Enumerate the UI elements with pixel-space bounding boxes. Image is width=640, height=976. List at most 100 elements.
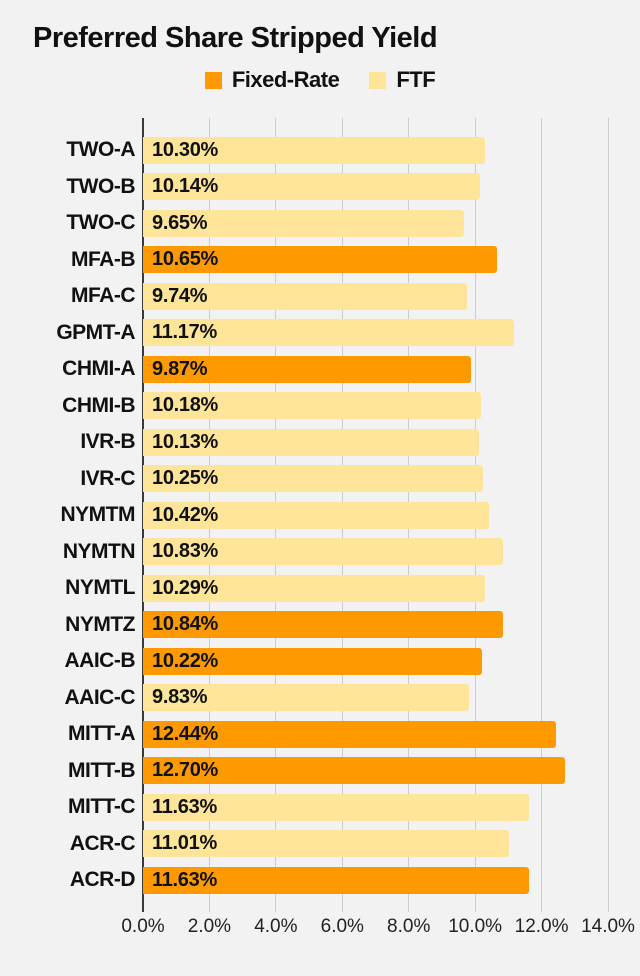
bar-row: AAIC-B 10.22% (0, 643, 640, 680)
gridline (541, 118, 543, 912)
bar-row: NYMTN 10.83% (0, 534, 640, 571)
category-label: AAIC-B (64, 649, 136, 673)
gridline (607, 118, 609, 912)
legend-swatch-fixed-rate-icon (204, 71, 222, 89)
bar-row: ACR-D 11.63% (0, 862, 640, 899)
bar-ftf: 10.13% (143, 428, 480, 456)
x-tick-label: 4.0% (254, 916, 298, 937)
category-label: AAIC-C (64, 685, 136, 709)
category-label: TWO-B (66, 174, 135, 198)
legend-item-fixed-rate: Fixed-Rate (204, 67, 340, 93)
bar-value-label: 11.63% (152, 868, 217, 891)
bar-value-label: 10.29% (152, 576, 219, 599)
bar-row: NYMTZ 10.84% (0, 607, 640, 644)
bar-row: TWO-B 10.14% (0, 169, 640, 206)
category-label: NYMTZ (65, 612, 135, 636)
bar-value-label: 10.14% (152, 175, 219, 197)
bar-row: ACR-C 11.01% (0, 826, 640, 863)
x-tick-label: 0.0% (121, 916, 165, 937)
bar-value-label: 9.74% (152, 284, 208, 307)
bar-ftf: 10.25% (143, 465, 484, 492)
bar-value-label: 10.42% (152, 503, 219, 526)
category-label: MFA-B (71, 247, 136, 271)
bar-ftf: 10.14% (143, 173, 480, 200)
x-tick-label: 10.0% (448, 916, 503, 937)
category-label: TWO-A (66, 138, 135, 162)
bar-ftf: 10.18% (143, 392, 482, 419)
bar-ftf: 9.65% (143, 209, 464, 237)
x-tick-label: 12.0% (514, 916, 569, 937)
legend-swatch-ftf-icon (369, 71, 387, 89)
bar-value-label: 9.87% (152, 357, 208, 380)
x-tick-label: 8.0% (387, 916, 431, 937)
bar-ftf: 11.17% (143, 319, 514, 346)
bar-row: AAIC-C 9.83% (0, 680, 640, 717)
bar-value-label: 10.83% (152, 540, 219, 562)
bar-row: NYMTL 10.29% (0, 570, 640, 607)
bar-value-label: 12.70% (152, 759, 219, 781)
category-label: ACR-D (69, 868, 136, 892)
bar-fixed-rate: 10.22% (143, 647, 483, 675)
legend-label-fixed-rate: Fixed-Rate (231, 67, 340, 92)
bar-ftf: 11.63% (143, 793, 530, 821)
bar-row: NYMTM 10.42% (0, 497, 640, 534)
bar-value-label: 12.44% (152, 722, 219, 745)
bar-ftf: 10.42% (143, 501, 490, 529)
legend: Fixed-Rate FTF (0, 67, 640, 93)
category-label: GPMT-A (56, 320, 135, 344)
x-tick-label: 2.0% (187, 916, 232, 937)
x-tick-label: 14.0% (581, 916, 635, 937)
bar-ftf: 10.29% (143, 574, 485, 602)
category-label: IVR-C (80, 466, 135, 490)
chart-title: Preferred Share Stripped Yield (33, 22, 438, 54)
bar-row: CHMI-A 9.87% (0, 351, 640, 388)
bar-row: IVR-C 10.25% (0, 461, 640, 498)
category-label: MITT-A (68, 722, 135, 746)
bar-fixed-rate: 10.65% (143, 246, 497, 273)
bar-value-label: 10.22% (152, 649, 219, 672)
bar-fixed-rate: 10.84% (143, 611, 504, 638)
category-label: NYMTN (62, 539, 136, 563)
bar-row: MITT-B 12.70% (0, 753, 640, 790)
category-label: IVR-B (80, 430, 135, 454)
bar-ftf: 10.30% (143, 136, 486, 164)
bar-ftf: 9.83% (143, 684, 470, 711)
bar-row: MFA-B 10.65% (0, 242, 640, 279)
bar-fixed-rate: 12.70% (143, 757, 565, 784)
category-label: TWO-C (66, 211, 135, 235)
x-axis: 0.0% 2.0% 4.0% 6.0% 8.0% 10.0% 12.0% 14.0% (0, 916, 640, 942)
category-label: CHMI-A (62, 357, 135, 381)
bar-ftf: 10.83% (143, 538, 503, 565)
bar-value-label: 10.84% (152, 613, 219, 635)
legend-item-ftf: FTF (369, 67, 436, 93)
bar-rows: TWO-A 10.30% TWO-B 10.14% TWO-C 9.65% MFA-B 10.… (0, 132, 640, 899)
category-label: MITT-C (68, 795, 135, 819)
category-label: MFA-C (71, 284, 136, 308)
bar-fixed-rate: 12.44% (143, 720, 557, 748)
bar-row: TWO-C 9.65% (0, 205, 640, 242)
bar-value-label: 10.18% (152, 394, 219, 416)
bar-row: TWO-A 10.30% (0, 132, 640, 169)
bar-value-label: 10.30% (152, 138, 219, 161)
bar-row: MFA-C 9.74% (0, 278, 640, 315)
bar-row: MITT-C 11.63% (0, 789, 640, 826)
category-label: NYMTM (60, 503, 136, 527)
bar-value-label: 10.25% (152, 467, 219, 489)
bar-value-label: 10.13% (152, 430, 219, 453)
legend-label-ftf: FTF (396, 67, 436, 92)
bar-row: MITT-A 12.44% (0, 716, 640, 753)
bar-ftf: 9.74% (143, 282, 467, 310)
bar-fixed-rate: 9.87% (143, 355, 471, 383)
bar-value-label: 10.65% (152, 248, 219, 270)
category-label: CHMI-B (62, 393, 135, 417)
bar-fixed-rate: 11.63% (143, 866, 530, 894)
bar-row: IVR-B 10.13% (0, 424, 640, 461)
bar-row: GPMT-A 11.17% (0, 315, 640, 352)
bar-value-label: 11.17% (152, 321, 217, 343)
bar-value-label: 9.83% (152, 686, 208, 708)
bar-ftf: 11.01% (143, 830, 509, 857)
bar-value-label: 11.01% (152, 832, 217, 854)
bar-value-label: 9.65% (152, 211, 208, 234)
